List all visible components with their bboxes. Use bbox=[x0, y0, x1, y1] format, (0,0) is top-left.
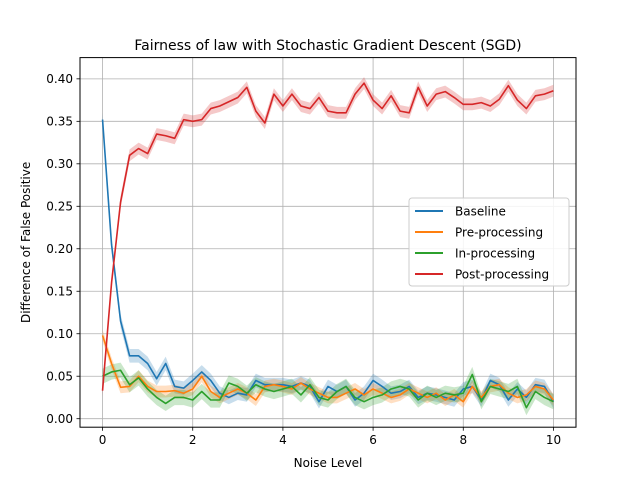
plot-frame bbox=[79, 57, 577, 428]
y-tick-label: 0.10 bbox=[46, 327, 73, 341]
x-axis-label: Noise Level bbox=[294, 456, 363, 470]
x-tick-label: 8 bbox=[459, 433, 467, 447]
x-tick-label: 10 bbox=[546, 433, 561, 447]
y-tick-label: 0.40 bbox=[46, 72, 73, 86]
series-band-pre-processing bbox=[102, 329, 554, 408]
y-tick-label: 0.25 bbox=[46, 200, 73, 214]
chart-title: Fairness of law with Stochastic Gradient… bbox=[134, 38, 521, 54]
y-tick-label: 0.00 bbox=[46, 412, 73, 426]
y-tick-label: 0.20 bbox=[46, 242, 73, 256]
series-lines bbox=[101, 82, 555, 409]
x-tick-label: 6 bbox=[369, 433, 377, 447]
legend-label: In-processing bbox=[455, 247, 535, 261]
series-line-in-processing bbox=[102, 369, 554, 409]
y-tick-label: 0.30 bbox=[46, 157, 73, 171]
legend-box bbox=[408, 197, 570, 287]
x-tick-label: 2 bbox=[189, 433, 197, 447]
y-axis-label: Difference of False Positive bbox=[19, 162, 33, 323]
y-tick-label: 0.15 bbox=[46, 285, 73, 299]
ticks: 0 2 4 6 8 10 0.00 0.05 0.10 0.15 0.20 0.25 0.30 0.35 0… bbox=[46, 72, 561, 447]
y-tick-label: 0.05 bbox=[46, 370, 73, 384]
series-band-in-processing bbox=[102, 362, 554, 416]
legend-label: Post-processing bbox=[455, 268, 549, 282]
legend-label: Pre-processing bbox=[455, 226, 543, 240]
series-line-post-processing bbox=[101, 82, 554, 391]
confidence-bands bbox=[102, 77, 554, 416]
series-line-baseline bbox=[101, 119, 555, 403]
legend-label: Baseline bbox=[455, 205, 506, 219]
x-tick-label: 4 bbox=[279, 433, 287, 447]
y-tick-label: 0.35 bbox=[46, 115, 73, 129]
legend: Baseline Pre-processing In-processing Post-… bbox=[408, 197, 570, 287]
x-tick-label: 0 bbox=[99, 433, 107, 447]
